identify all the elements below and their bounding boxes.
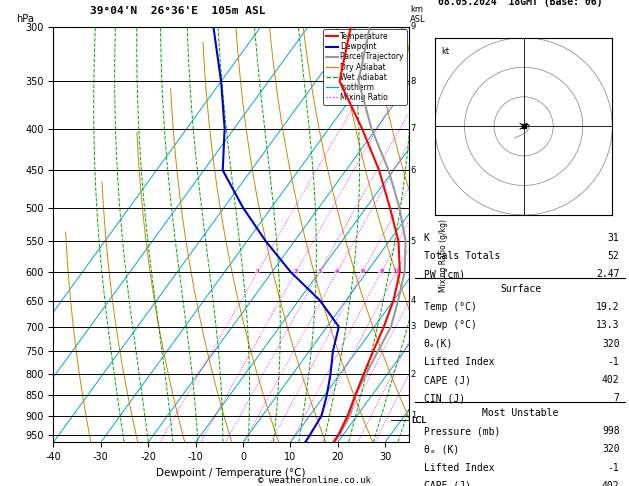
Text: 4: 4 <box>411 296 416 305</box>
Text: 4: 4 <box>335 269 339 275</box>
Text: LCL: LCL <box>411 416 426 425</box>
Text: θₑ(K): θₑ(K) <box>423 339 453 348</box>
Text: 2: 2 <box>411 369 416 379</box>
Text: LCL: LCL <box>411 416 426 425</box>
Text: 7: 7 <box>411 124 416 133</box>
Text: Pressure (mb): Pressure (mb) <box>423 426 500 436</box>
Text: 52: 52 <box>608 251 620 261</box>
Text: 2: 2 <box>294 269 298 275</box>
Text: km
ASL: km ASL <box>410 5 426 24</box>
Text: 3: 3 <box>411 322 416 331</box>
Text: Most Unstable: Most Unstable <box>482 408 559 418</box>
Text: 19.2: 19.2 <box>596 302 620 312</box>
Text: 320: 320 <box>602 339 620 348</box>
Text: 5: 5 <box>411 237 416 246</box>
Text: 3: 3 <box>318 269 322 275</box>
Text: 402: 402 <box>602 375 620 385</box>
X-axis label: Dewpoint / Temperature (°C): Dewpoint / Temperature (°C) <box>157 468 306 478</box>
Text: CAPE (J): CAPE (J) <box>423 375 470 385</box>
Text: 402: 402 <box>602 481 620 486</box>
Text: PW (cm): PW (cm) <box>423 269 465 279</box>
Text: Surface: Surface <box>500 284 541 294</box>
Text: 08.05.2024  18GMT (Base: 06): 08.05.2024 18GMT (Base: 06) <box>438 0 603 7</box>
Text: 6: 6 <box>411 166 416 175</box>
Text: 1: 1 <box>411 411 416 420</box>
Text: 6: 6 <box>360 269 365 275</box>
Legend: Temperature, Dewpoint, Parcel Trajectory, Dry Adiabat, Wet Adiabat, Isotherm, Mi: Temperature, Dewpoint, Parcel Trajectory… <box>323 29 406 105</box>
Text: 320: 320 <box>602 444 620 454</box>
Text: 31: 31 <box>608 233 620 243</box>
Text: 1: 1 <box>255 269 260 275</box>
Text: Mixing Ratio (g/kg): Mixing Ratio (g/kg) <box>439 219 448 292</box>
Text: Totals Totals: Totals Totals <box>423 251 500 261</box>
Text: CIN (J): CIN (J) <box>423 393 465 403</box>
Text: θₑ (K): θₑ (K) <box>423 444 459 454</box>
Text: 10: 10 <box>392 269 401 275</box>
Text: kt: kt <box>441 47 449 55</box>
Text: © weatheronline.co.uk: © weatheronline.co.uk <box>258 476 371 485</box>
Text: CAPE (J): CAPE (J) <box>423 481 470 486</box>
Text: 998: 998 <box>602 426 620 436</box>
Text: -1: -1 <box>608 357 620 367</box>
Text: Lifted Index: Lifted Index <box>423 463 494 472</box>
Text: 39°04'N  26°36'E  105m ASL: 39°04'N 26°36'E 105m ASL <box>90 6 265 16</box>
Text: Dewp (°C): Dewp (°C) <box>423 320 476 330</box>
Text: hPa: hPa <box>16 14 33 24</box>
Text: 8: 8 <box>411 77 416 86</box>
Text: 2.47: 2.47 <box>596 269 620 279</box>
Text: -1: -1 <box>608 463 620 472</box>
Text: Lifted Index: Lifted Index <box>423 357 494 367</box>
Text: 8: 8 <box>379 269 384 275</box>
Text: 13.3: 13.3 <box>596 320 620 330</box>
Text: 7: 7 <box>614 393 620 403</box>
Text: Temp (°C): Temp (°C) <box>423 302 476 312</box>
Text: K: K <box>423 233 430 243</box>
Text: 9: 9 <box>411 22 416 31</box>
